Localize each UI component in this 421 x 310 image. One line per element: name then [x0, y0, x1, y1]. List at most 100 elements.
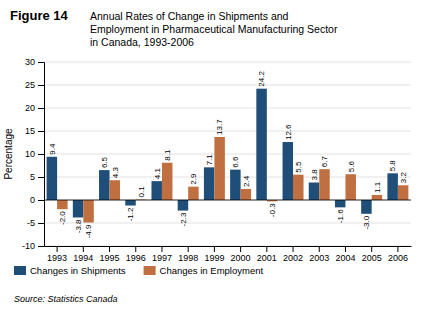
y-tick-mark	[38, 200, 44, 201]
bar	[178, 200, 188, 211]
x-tick-label: 2002	[283, 253, 303, 263]
data-label: 8.1	[163, 149, 172, 161]
x-tick-mark	[397, 246, 398, 252]
x-tick-mark	[266, 246, 267, 252]
data-label: 0.1	[137, 186, 146, 198]
x-tick: 2006	[388, 246, 408, 263]
data-label: -2.3	[179, 212, 188, 226]
y-tick: 0	[30, 195, 44, 205]
x-tick-label: 2005	[362, 253, 382, 263]
y-tick-label: 10	[25, 149, 35, 159]
x-axis: 1993 1994 1995 1996 1997 1998 1999 2000 2001 2002…	[45, 246, 412, 263]
x-tick: 1999	[204, 246, 224, 263]
data-label: 6.5	[100, 156, 109, 168]
y-axis: -10-5051015202530	[22, 57, 45, 251]
x-tick-label: 1997	[152, 253, 172, 263]
data-label: 7.1	[205, 154, 214, 166]
grid-line	[44, 131, 411, 132]
bar	[125, 200, 135, 206]
data-label: -2.0	[58, 211, 67, 225]
annotation: Source: Statistics Canada	[14, 294, 118, 304]
grid-line	[44, 154, 411, 155]
y-tick: 25	[25, 80, 44, 90]
y-tick-mark	[38, 108, 44, 109]
data-label: 5.6	[347, 161, 356, 173]
x-tick: 1994	[73, 246, 93, 263]
bar	[345, 174, 355, 200]
bar	[47, 157, 57, 200]
x-tick: 1998	[178, 246, 198, 263]
x-tick-mark	[57, 246, 58, 252]
chart: -10-505101520253019931994199519961997199…	[0, 0, 421, 310]
x-tick: 1997	[152, 246, 172, 263]
data-label: 5.8	[388, 160, 397, 172]
x-tick-mark	[83, 246, 84, 252]
y-axis-line	[38, 63, 45, 247]
x-tick-mark	[293, 246, 294, 252]
bar	[283, 142, 293, 200]
bar	[99, 170, 109, 200]
x-tick-mark	[240, 246, 241, 252]
y-tick-label: 25	[25, 80, 35, 90]
bar	[319, 169, 329, 200]
y-tick: 15	[25, 126, 44, 136]
x-tick: 2001	[257, 246, 277, 263]
y-tick-mark	[38, 177, 44, 178]
y-tick: -5	[27, 218, 44, 228]
legend-label: Changes in Shipments	[30, 265, 126, 276]
data-label: 4.1	[153, 167, 162, 179]
x-tick-label: 1996	[126, 253, 146, 263]
legend: Changes in Shipments Changes in Employmen…	[14, 265, 263, 276]
data-label: 2.4	[242, 175, 251, 187]
x-tick-label: 1994	[73, 253, 93, 263]
grid-line	[44, 200, 411, 201]
bar	[57, 200, 67, 209]
y-tick-label: 0	[30, 195, 35, 205]
grid-line	[44, 85, 411, 86]
y-tick: 10	[25, 149, 44, 159]
bar	[188, 187, 198, 200]
x-tick: 1995	[100, 246, 120, 263]
bar	[241, 189, 251, 200]
y-tick: 20	[25, 103, 44, 113]
x-tick-label: 2004	[335, 253, 355, 263]
x-tick-mark	[135, 246, 136, 252]
data-label: 2.9	[189, 173, 198, 185]
y-tick-mark	[38, 223, 44, 224]
grid-line	[44, 62, 411, 63]
legend-item: Changes in Shipments	[14, 265, 126, 276]
y-tick-label: -10	[22, 241, 35, 251]
y-tick-mark	[38, 246, 44, 247]
bar	[204, 167, 214, 200]
data-label: 13.7	[215, 119, 224, 135]
x-tick-mark	[214, 246, 215, 252]
title: Figure 14	[10, 8, 69, 23]
data-label: -3.8	[74, 219, 83, 233]
legend-item: Changes in Employment	[144, 265, 264, 276]
y-tick-mark	[38, 85, 44, 86]
data-label: 24.2	[257, 71, 266, 87]
bar	[293, 175, 303, 200]
data-label: 1.1	[373, 181, 382, 193]
data-label: -1.6	[336, 209, 345, 223]
grid	[44, 62, 411, 246]
x-tick: 2003	[309, 246, 329, 263]
x-tick: 2000	[231, 246, 251, 263]
bar	[309, 183, 319, 200]
y-tick: 30	[25, 57, 44, 67]
data-label: -3.0	[362, 215, 371, 229]
bar	[214, 137, 224, 200]
y-tick-mark	[38, 154, 44, 155]
bars	[47, 89, 409, 223]
x-tick-label: 2000	[231, 253, 251, 263]
bar-series	[47, 89, 398, 218]
subtitle: Annual Rates of Change in Shipments andE…	[90, 10, 338, 48]
x-tick: 1993	[47, 246, 67, 263]
bar	[83, 200, 93, 223]
bar	[335, 200, 345, 207]
data-label: 5.5	[294, 161, 303, 173]
x-tick: 2005	[362, 246, 382, 263]
y-axis-title: Percentage	[3, 128, 14, 180]
data-label: 12.6	[284, 124, 293, 140]
legend-label: Changes in Employment	[160, 265, 264, 276]
